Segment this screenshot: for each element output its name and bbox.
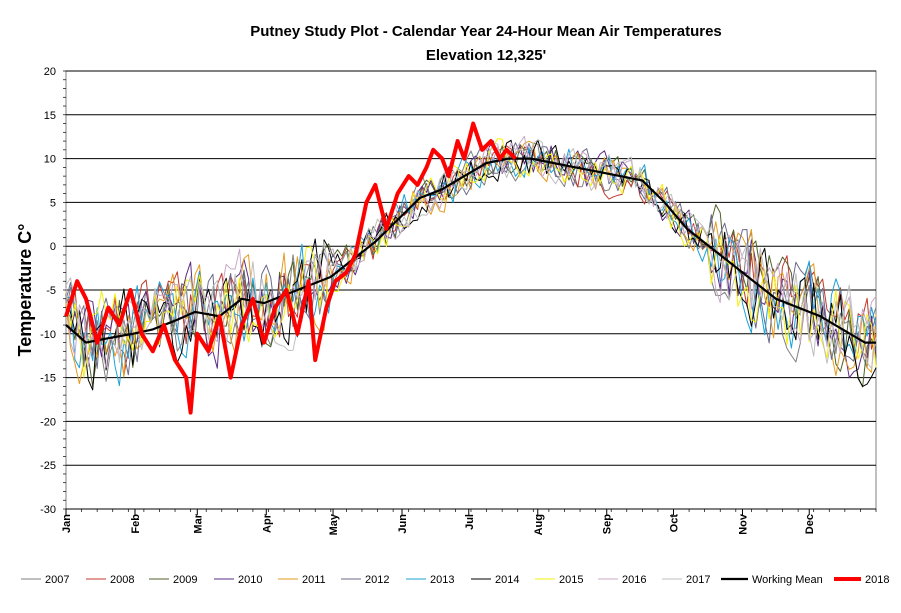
y-tick-label: -10	[40, 329, 56, 341]
x-tick-label: Oct	[669, 514, 681, 533]
legend-label: 2009	[173, 574, 197, 586]
y-tick-label: 20	[44, 66, 56, 78]
legend-label: 2012	[365, 574, 389, 586]
legend-label: 2016	[622, 574, 646, 586]
series-line-2010	[65, 140, 877, 379]
x-tick-label: Jul	[464, 514, 476, 530]
series-line-2015	[65, 138, 877, 378]
x-tick-label: May	[328, 513, 340, 535]
legend: 2007 2008 2009 2010 2011 2012 2013 2014 2015 2016…	[21, 574, 889, 586]
axis-layer: 20 15 10 5 0 -5 -10 -15 -20 -25 -30 Jan Feb Mar Apr May…	[40, 66, 877, 535]
x-tick-label: Aug	[533, 514, 545, 535]
legend-label: 2014	[495, 574, 519, 586]
x-tick-label: Mar	[192, 513, 204, 533]
series-line-2016	[65, 135, 877, 368]
y-tick-label: -25	[40, 460, 56, 472]
x-tick-label: Dec	[804, 514, 816, 534]
x-tick-label: Jan	[61, 514, 73, 533]
series-line-2018	[64, 121, 517, 415]
y-tick-label: 15	[44, 110, 56, 122]
y-tick-label: 0	[50, 241, 56, 253]
legend-label: 2018	[865, 574, 889, 586]
x-tick-label: Jun	[397, 514, 409, 534]
y-tick-label: 10	[44, 154, 56, 166]
x-tick-label: Sep	[602, 514, 614, 534]
y-tick-label: -5	[46, 285, 56, 297]
x-tick-label: Nov	[737, 513, 749, 535]
legend-label: 2011	[302, 574, 326, 586]
legend-label: 2007	[45, 574, 69, 586]
legend-label: 2017	[686, 574, 710, 586]
series-layer	[64, 121, 877, 415]
chart-title: Putney Study Plot - Calendar Year 24-Hou…	[250, 23, 722, 40]
legend-label: 2013	[430, 574, 454, 586]
x-tick-label: Feb	[130, 514, 142, 534]
y-tick-label: -30	[40, 504, 56, 516]
x-tick-label: Apr	[261, 513, 273, 533]
y-tick-label: 5	[50, 197, 56, 209]
legend-label: 2015	[559, 574, 583, 586]
legend-label: 2008	[110, 574, 134, 586]
chart-subtitle: Elevation 12,325'	[426, 47, 546, 64]
y-axis-label: Temperature C°	[15, 224, 35, 357]
legend-label: Working Mean	[752, 574, 823, 586]
legend-label: 2010	[238, 574, 262, 586]
y-tick-label: -20	[40, 416, 56, 428]
y-tick-label: -15	[40, 373, 56, 385]
series-line-working-mean	[65, 157, 876, 344]
